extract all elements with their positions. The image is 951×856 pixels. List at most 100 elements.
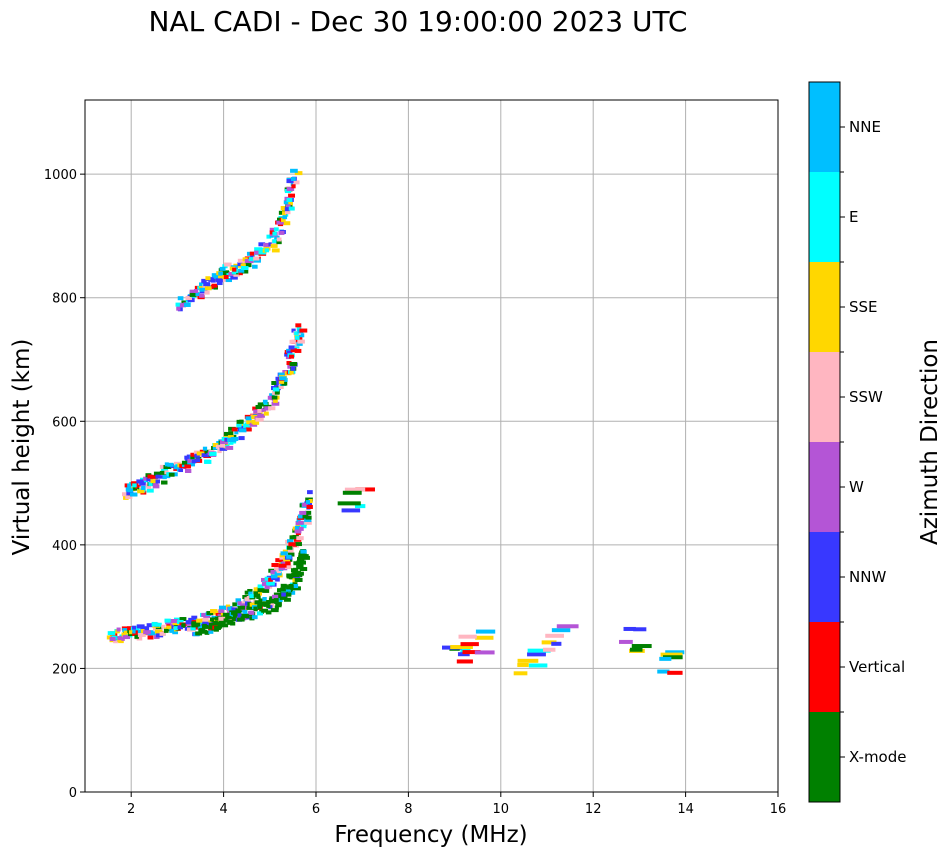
colorbar-segment-nnw — [809, 532, 840, 622]
echo-point-848 — [224, 262, 232, 267]
echo-point-295 — [306, 504, 313, 509]
echo-point-913 — [272, 231, 277, 236]
echo-point-731 — [278, 379, 285, 384]
echo-point-599 — [187, 458, 192, 463]
echo-point-663 — [236, 423, 245, 428]
echo-point-401 — [259, 601, 267, 606]
echo-point-387 — [247, 602, 252, 607]
echo-point-928 — [281, 218, 286, 223]
echo-point-984 — [541, 640, 557, 645]
echo-point-126 — [201, 621, 210, 626]
echo-point-602 — [190, 455, 195, 460]
echo-point-711 — [267, 395, 273, 400]
echo-point-947 — [284, 189, 292, 194]
echo-point-977 — [458, 634, 477, 639]
echo-point-268 — [294, 525, 300, 530]
echo-point-778 — [295, 323, 302, 328]
echo-point-876 — [248, 257, 256, 262]
echo-point-543 — [150, 481, 159, 486]
echo-point-998 — [660, 652, 683, 657]
echo-point-53 — [143, 630, 151, 635]
echo-point-935 — [287, 201, 293, 206]
echo-point-969 — [456, 659, 473, 664]
echo-point-39 — [136, 636, 143, 641]
echo-point-529 — [139, 481, 146, 486]
echo-point-330 — [213, 620, 218, 625]
echo-point-469 — [290, 586, 295, 591]
echo-point-874 — [250, 254, 255, 259]
echo-point-709 — [271, 401, 280, 406]
echo-point-938 — [288, 206, 295, 211]
echo-point-298 — [305, 500, 311, 505]
echo-point-405 — [258, 598, 263, 603]
echo-point-190 — [253, 587, 259, 592]
echo-point-521 — [127, 488, 134, 493]
echo-point-725 — [271, 380, 277, 385]
echo-point-137 — [210, 609, 218, 614]
echo-point-4 — [107, 631, 116, 636]
echo-point-312 — [196, 622, 201, 627]
echo-point-976 — [475, 635, 494, 640]
echo-point-665 — [231, 427, 238, 432]
echo-point-918 — [273, 227, 279, 232]
echo-point-219 — [270, 569, 276, 574]
echo-point-857 — [232, 267, 237, 272]
echo-point-906 — [272, 239, 280, 244]
echo-point-779 — [299, 328, 308, 333]
echo-point-105 — [191, 615, 198, 620]
echo-point-979 — [527, 652, 546, 657]
echo-point-128 — [201, 612, 207, 617]
echo-point-961 — [341, 508, 361, 513]
echo-point-866 — [238, 268, 245, 273]
plot-background — [85, 100, 778, 792]
echo-point-3 — [113, 639, 119, 644]
echo-point-765 — [294, 333, 300, 338]
echo-point-763 — [288, 345, 295, 350]
echo-point-608 — [191, 459, 197, 464]
echo-point-297 — [308, 499, 313, 504]
echo-point-742 — [287, 364, 293, 369]
echo-point-275 — [298, 526, 304, 531]
echo-point-246 — [288, 548, 294, 553]
echo-point-804 — [195, 292, 200, 297]
echo-point-875 — [252, 264, 258, 269]
echo-point-575 — [167, 462, 174, 467]
echo-point-201 — [260, 577, 266, 582]
echo-point-318 — [202, 623, 207, 628]
echo-point-186 — [247, 588, 253, 593]
echo-point-949 — [286, 186, 295, 191]
echo-point-649 — [228, 431, 234, 436]
echo-point-559 — [155, 474, 163, 479]
echo-point-565 — [166, 472, 172, 477]
echo-point-204 — [261, 582, 267, 587]
echo-point-294 — [301, 502, 308, 507]
echo-point-641 — [220, 443, 226, 448]
echo-point-165 — [238, 601, 246, 606]
echo-point-391 — [249, 610, 255, 615]
echo-point-902 — [270, 243, 278, 248]
echo-point-30 — [132, 625, 137, 630]
echo-point-522 — [130, 492, 138, 497]
colorbar-segment-vertical — [809, 622, 840, 712]
echo-point-511 — [125, 494, 133, 499]
echo-point-356 — [225, 614, 232, 619]
echo-point-253 — [286, 545, 293, 550]
echo-point-69 — [161, 624, 166, 629]
echo-point-921 — [283, 221, 291, 226]
echo-point-76 — [166, 625, 173, 630]
echo-point-692 — [252, 406, 258, 411]
echo-point-415 — [266, 600, 271, 605]
echo-point-820 — [204, 286, 212, 291]
echo-point-55 — [146, 623, 155, 628]
echo-point-830 — [216, 281, 223, 286]
echo-point-63 — [154, 622, 162, 627]
echo-point-646 — [219, 440, 228, 445]
echo-point-959 — [290, 168, 298, 173]
echo-point-694 — [257, 413, 265, 418]
echo-point-700 — [261, 408, 266, 413]
echo-point-262 — [292, 534, 299, 539]
echo-point-526 — [131, 481, 139, 486]
echo-point-660 — [230, 436, 239, 441]
echo-point-635 — [212, 442, 219, 447]
echo-point-79 — [164, 618, 171, 623]
